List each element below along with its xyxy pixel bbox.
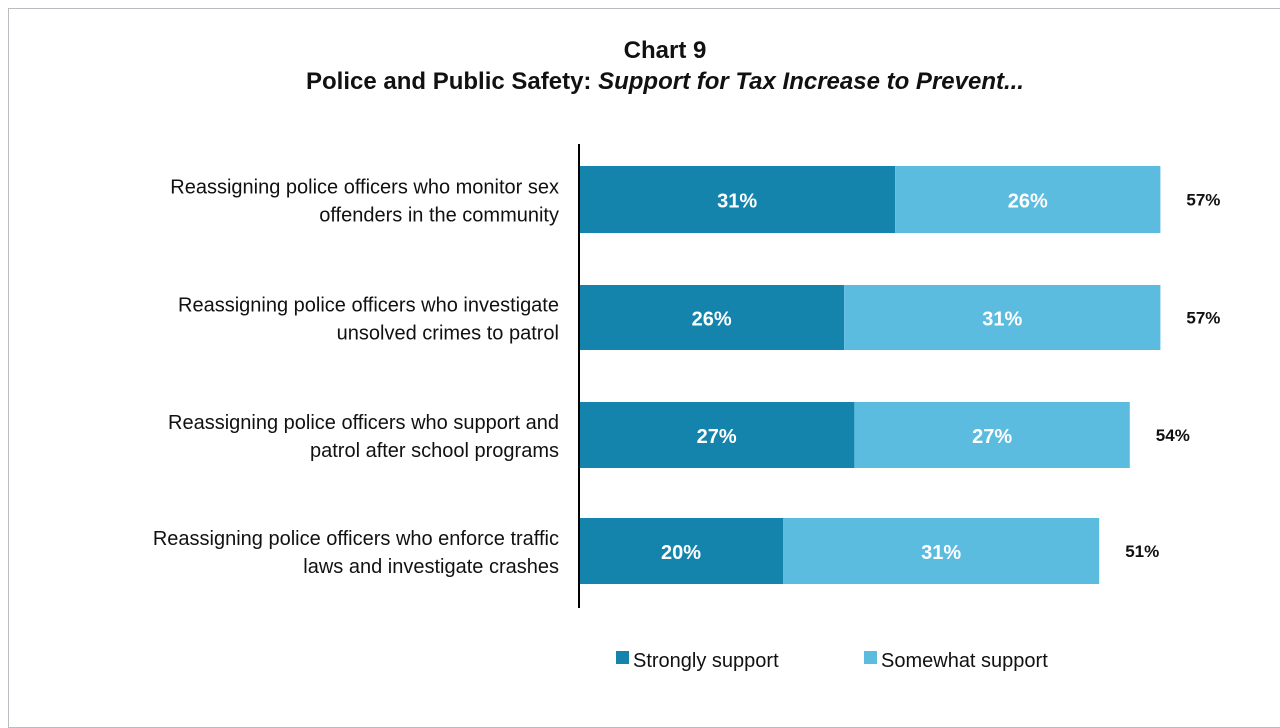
category-label: Reassigning police officers who investig… (178, 295, 559, 317)
category-label: unsolved crimes to patrol (337, 323, 559, 345)
title-block: Chart 9 Police and Public Safety: Suppor… (0, 36, 1280, 98)
bar-segment-strongly (579, 402, 855, 468)
bar-segment-somewhat (895, 166, 1161, 233)
total-label: 51% (1125, 542, 1159, 561)
category-label: Reassigning police officers who support … (168, 412, 559, 434)
total-label: 57% (1186, 309, 1220, 328)
bar-segment-somewhat (854, 402, 1130, 468)
bar-segment-strongly (579, 518, 783, 584)
data-label: 20% (661, 542, 701, 564)
data-label: 26% (1008, 191, 1048, 213)
data-label: 31% (717, 191, 757, 213)
bar-chart: 31% 26% 57% Reassigning police officers who… (153, 144, 1220, 672)
category-label: laws and investigate crashes (303, 556, 559, 578)
legend-swatch-strongly (616, 651, 629, 664)
category-label: Reassigning police officers who enforce … (153, 528, 559, 550)
chart-subtitle-italic: Support for Tax Increase to Prevent... (598, 68, 1024, 95)
data-label: 31% (921, 542, 961, 564)
legend-swatch-somewhat (864, 651, 877, 664)
bar-segment-strongly (579, 285, 845, 350)
category-label: Reassigning police officers who monitor … (170, 177, 559, 199)
category-label: patrol after school programs (310, 440, 559, 462)
data-label: 26% (692, 309, 732, 331)
legend-label: Somewhat support (881, 650, 1048, 672)
bar-segment-somewhat (844, 285, 1161, 350)
data-label: 27% (697, 426, 737, 448)
bar-segment-somewhat (783, 518, 1100, 584)
category-label: offenders in the community (319, 205, 559, 227)
total-label: 54% (1156, 426, 1190, 445)
data-label: 27% (972, 426, 1012, 448)
chart-subtitle-plain: Police and Public Safety: (306, 68, 599, 95)
data-label: 31% (982, 309, 1022, 331)
legend-label: Strongly support (633, 650, 779, 672)
chart-title: Chart 9 (623, 37, 707, 64)
chart-subtitle: Police and Public Safety: Support for Ta… (0, 66, 1280, 98)
total-label: 57% (1186, 191, 1220, 210)
bar-segment-strongly (579, 166, 896, 233)
